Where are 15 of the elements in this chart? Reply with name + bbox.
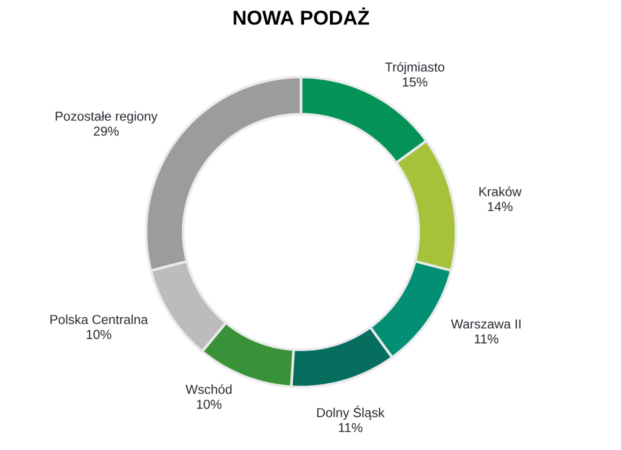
slice-label: Dolny Śląsk	[317, 406, 385, 420]
data-label: 14%	[488, 202, 512, 212]
slice-label: Polska Centralna	[50, 314, 148, 324]
data-label: 11%	[474, 334, 498, 344]
slice-label: Wschód	[186, 384, 232, 394]
data-label: 10%	[196, 400, 222, 409]
data-label: 29%	[94, 126, 119, 136]
slice-label: Trójmiasto	[385, 62, 444, 74]
slice-label: Warszawa II	[450, 320, 520, 329]
slice-label: Kraków	[479, 186, 522, 196]
data-label: 11%	[338, 423, 362, 432]
chart-title: NOWA PODAŻ	[234, 8, 370, 25]
data-label: 10%	[86, 330, 112, 340]
slice-label: Pozostałe regiony	[56, 111, 158, 124]
data-label: 15%	[402, 77, 428, 87]
